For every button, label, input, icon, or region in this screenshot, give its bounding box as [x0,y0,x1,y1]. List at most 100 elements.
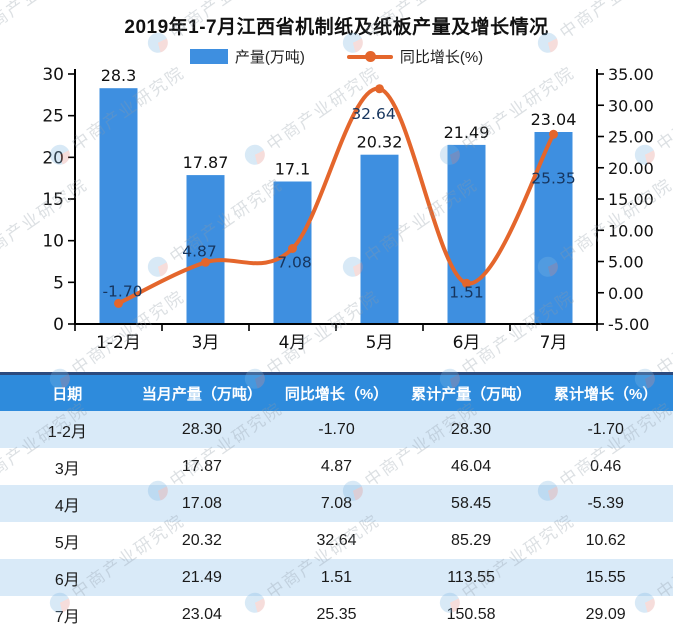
right-axis-tick: 0.00 [608,284,644,303]
left-axis-tick: 30 [42,65,64,85]
bar-value-label: 20.32 [357,133,403,152]
table-cell: 28.30 [181,420,222,438]
right-axis-tick: 35.00 [608,65,654,84]
left-axis-tick: 20 [42,148,64,168]
table-cell: 5月 [54,534,80,552]
legend-label-production: 产量(万吨) [234,49,305,66]
data-table: 日期 当月产量（万吨） 同比增长（%） 累计产量（万吨） 累计增长（%） 1-2月 28.… [0,372,673,633]
table-cell: 58.45 [451,494,492,512]
bar-3月 [186,175,225,324]
table-row: 4月 17.08 7.08 58.45 -5.39 [0,485,673,522]
legend-item-production: 产量(万吨) [189,46,305,67]
table-header-cell: 同比增长（%） [284,385,389,403]
combo-bar-line-chart: 0 5 10 15 20 25 30 -5.00 0.00 5.00 10.00 15.00 20.00… [42,65,654,353]
bar-1-2月 [99,88,138,324]
table-cell: 1-2月 [47,423,87,441]
bar-value-label: 17.1 [275,160,311,179]
line-point-6月 [462,278,471,288]
table-header-row: 日期 当月产量（万吨） 同比增长（%） 累计产量（万吨） 累计增长（%） [0,375,673,411]
table-body: 1-2月 28.30 -1.70 28.30 -1.70 3月 17.87 4.87 46.04… [0,411,673,633]
bar-value-label: 28.3 [101,66,137,85]
table-cell: 17.08 [181,494,222,512]
right-axis-tick: 10.00 [608,221,654,240]
right-axis-tick: -5.00 [608,315,649,334]
table-cell: 10.62 [585,531,626,549]
table-cell: 6月 [54,571,80,589]
table-header-cell: 累计增长（%） [554,385,658,403]
chart-title: 2019年1-7月江西省机制纸及纸板产量及增长情况 [124,17,549,38]
table-cell: 3月 [54,460,80,478]
table-cell: 85.29 [451,531,492,549]
table-cell: 4月 [54,497,80,515]
line-point-7月 [549,129,558,139]
table-cell: 7月 [54,608,80,626]
x-axis-label: 6月 [453,333,481,353]
left-axis-tick: 25 [42,107,64,127]
table-cell: 1.51 [320,568,353,586]
table-row: 5月 20.32 32.64 85.29 10.62 [0,522,673,559]
growth-line [116,86,556,306]
table-row: 1-2月 28.30 -1.70 28.30 -1.70 [0,411,673,448]
table-cell: 113.55 [447,568,495,586]
line-value-label: 25.35 [531,169,575,187]
table-cell: 4.87 [320,457,353,475]
line-value-label: 7.08 [277,254,312,272]
chart-legend: 产量(万吨) 同比增长(%) [0,46,673,67]
x-axis-label: 1-2月 [96,333,141,353]
line-point-5月 [375,84,384,94]
table-cell: 46.04 [451,457,492,475]
line-marker-icon [364,51,376,62]
table-cell: -1.70 [318,420,355,438]
table-cell: 0.46 [590,457,622,475]
table-row: 7月 23.04 25.35 150.58 29.09 [0,596,673,633]
right-axis-tick: 5.00 [608,253,644,272]
bar-5月 [360,154,399,324]
table-cell: -1.70 [587,420,624,438]
table-cell: 20.32 [181,531,222,549]
legend-item-growth: 同比增长(%) [346,46,484,67]
line-point-3月 [201,257,210,267]
table-cell: 32.64 [316,531,357,549]
bar-6月 [447,144,486,324]
line-value-label: 4.87 [182,242,217,260]
x-axis-label: 3月 [192,333,220,353]
bar-value-label: 17.87 [183,153,229,172]
x-axis-label: 7月 [540,333,568,353]
line-value-label: 1.51 [449,283,484,301]
bar-value-label: 23.04 [531,110,577,129]
table-row: 3月 17.87 4.87 46.04 0.46 [0,448,673,485]
line-point-4月 [288,244,297,253]
table-cell: -5.39 [587,494,624,512]
x-axis-label: 4月 [279,333,307,353]
x-axis-label: 5月 [366,333,394,353]
table-header-cell: 当月产量（万吨） [141,385,262,403]
left-axis-tick: 0 [53,315,64,335]
line-point-1-2月 [114,298,123,308]
left-axis-tick: 10 [42,232,64,252]
right-axis-tick: 20.00 [608,159,654,178]
legend-label-growth: 同比增长(%) [399,49,484,66]
chart-section: 2019年1-7月江西省机制纸及纸板产量及增长情况 产量(万吨) 同比增长(%)… [0,17,673,353]
left-axis-tick: 15 [42,190,64,210]
table-header-cell: 日期 [52,385,83,403]
table-cell: 15.55 [585,568,626,586]
table-row: 6月 21.49 1.51 113.55 15.55 [0,559,673,596]
table-cell: 17.87 [181,457,222,475]
table-header-cell: 累计产量（万吨） [411,385,532,403]
line-value-label: 32.64 [351,105,395,123]
right-axis-tick: 25.00 [608,128,654,147]
table-cell: 29.09 [585,605,626,623]
bar-series-swatch-icon [189,49,228,64]
right-axis-tick: 30.00 [608,96,654,115]
table-cell: 150.58 [446,605,496,623]
line-series-swatch-icon [346,51,393,62]
right-axis-tick: 15.00 [608,190,654,209]
left-axis-tick: 5 [53,273,64,293]
line-value-label: -1.70 [102,282,142,300]
table-cell: 28.30 [451,420,492,438]
bar-value-label: 21.49 [444,123,490,142]
table-cell: 25.35 [316,605,357,623]
table-cell: 7.08 [320,494,353,512]
table-cell: 23.04 [181,605,222,623]
